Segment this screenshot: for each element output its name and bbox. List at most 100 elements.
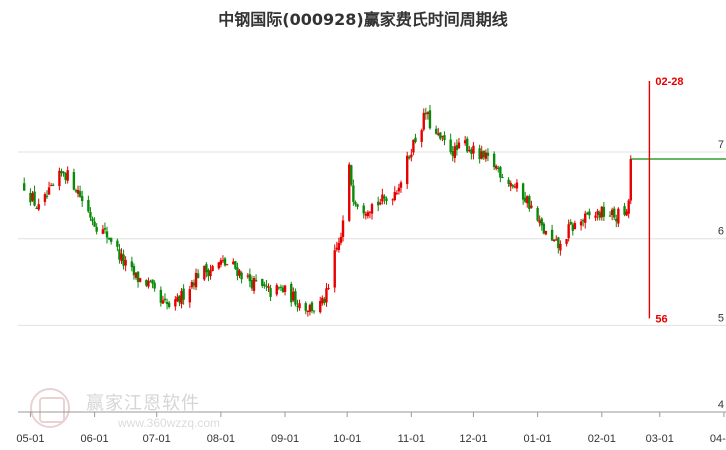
y-tick-label: 4 [718,399,724,411]
x-tick-label: 02-01 [588,433,616,445]
candle-body [192,282,196,286]
candle-body [385,198,388,201]
candle-body [426,112,430,114]
candle-body [339,236,343,243]
candle-body [78,191,82,197]
candle-body [625,211,628,216]
candle-body [455,145,459,151]
axes: 7 6 5 4 05-01 06-01 07-01 08-01 09-01 10-01 11-01 1… [16,139,726,445]
candle-body [495,165,498,169]
candle-body [138,278,142,282]
x-tick-label: 08-01 [207,433,235,445]
candle-body [248,274,252,282]
candle-body [569,221,572,225]
candle-body [391,199,394,201]
candle-body [167,302,171,307]
candle-body [211,266,214,272]
candle-body [304,303,307,311]
candle-body [263,284,266,287]
candle-body [470,149,473,154]
candle-body [337,242,341,250]
candle-body [292,291,295,301]
candle-body [306,310,310,313]
candle-body [437,133,440,135]
candle-body [397,187,401,192]
candle-body [571,224,575,231]
x-tick-label: 04-01 [710,433,726,445]
candle-body [501,177,504,179]
candle-body [627,200,630,214]
candle-body [399,182,403,188]
candle-body [45,195,49,197]
candle-body [581,220,585,222]
candle-body [236,267,239,276]
candle-body [149,281,152,283]
candle-body [550,229,554,241]
candle-body [608,215,612,217]
candle-body [348,164,351,221]
candle-body [161,300,165,304]
candle-body [600,206,603,218]
candle-body [43,194,47,202]
chart-title: 中钢国际(000928)赢家费氏时间周期线 [218,10,508,29]
candle-body [472,145,475,154]
candle-body [145,280,148,286]
candle-body [91,218,94,222]
candle-body [223,258,227,266]
y-tick-label: 7 [718,139,724,151]
candle-body [586,212,589,214]
candle-body [478,148,481,160]
candle-body [528,196,531,209]
candle-body [323,299,326,303]
candle-body [542,223,546,234]
candle-body [74,190,78,192]
candle-body [434,128,438,134]
candle-body [428,110,432,129]
candle-body [250,280,254,289]
candle-body [182,288,185,300]
candle-body [420,130,423,142]
candle-body [174,299,177,307]
candle-body [598,212,601,218]
candle-body [615,218,618,222]
candle-body [188,289,192,303]
candle-body [414,137,417,142]
candle-body [49,185,53,187]
candle-body [101,229,105,234]
candle-body [538,220,541,224]
candle-body [422,112,425,130]
candle-body [178,295,181,303]
candle-body [298,303,301,309]
candle-body [484,152,488,159]
candle-body [219,260,223,265]
candle-body [147,280,150,287]
candle-body [261,279,264,286]
candle-body [163,298,167,301]
candle-body [521,183,525,200]
candle-body [596,210,599,215]
candle-body [238,270,241,276]
watermark-brand: 赢家江恩软件 [86,393,200,414]
x-tick-label: 10-01 [333,433,361,445]
candle-body [234,261,237,269]
candle-body [354,201,357,205]
candle-body [93,221,96,227]
candle-body [33,191,36,206]
candle-body [565,239,568,244]
candle-body [95,227,98,232]
candle-body [588,211,591,216]
candle-body [35,207,38,209]
candle-body [412,139,415,153]
candle-body [370,204,374,214]
candle-body [341,220,345,237]
candle-body [116,240,119,247]
candle-body [296,305,299,307]
candle-body [526,196,529,204]
candle-body [511,185,514,187]
candle-body [579,221,583,226]
candle-body [482,150,485,158]
candle-body [594,215,597,218]
y-tick-label: 5 [718,312,724,324]
candle-body [333,250,336,288]
